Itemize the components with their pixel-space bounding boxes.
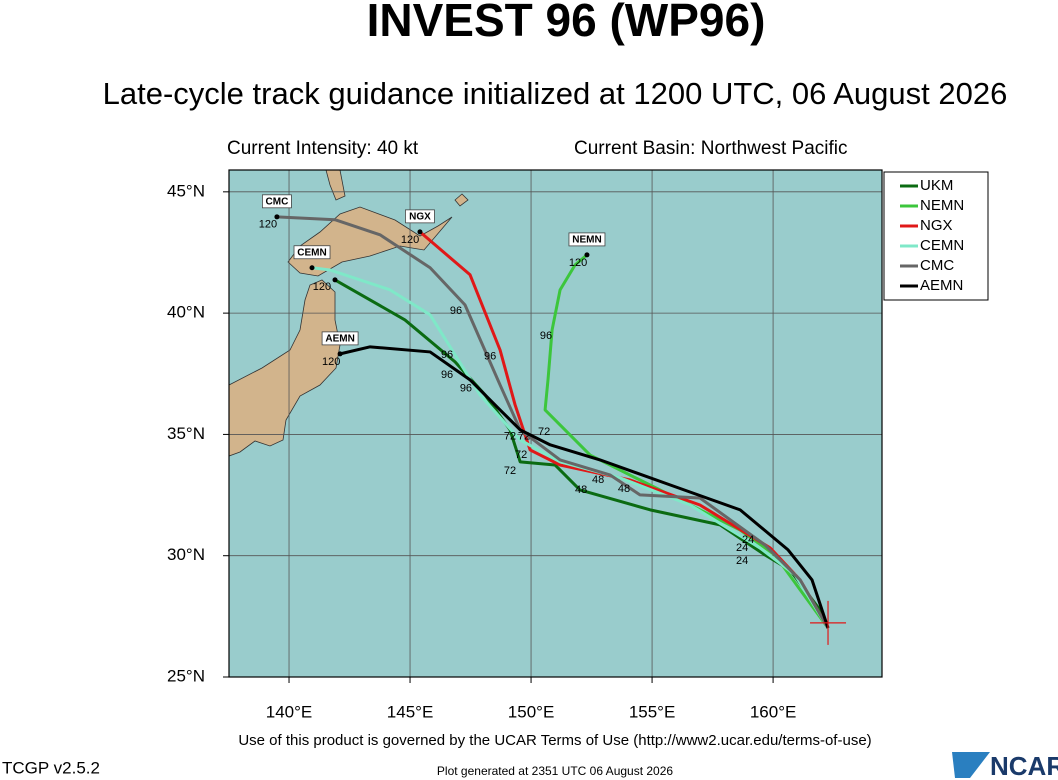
basin: Current Basin: Northwest Pacific bbox=[574, 138, 848, 159]
model-box-frame bbox=[262, 194, 292, 209]
model-box-frame bbox=[568, 232, 606, 247]
model-box: NEMN bbox=[568, 232, 606, 247]
x-tick-label: 155°E bbox=[629, 702, 676, 721]
legend-label: NEMN bbox=[920, 197, 964, 214]
chart-title: INVEST 96 (WP96) bbox=[367, 0, 766, 46]
plot-area: NEMN NGX CEMN CMC AEMN 120 120 120 120 120 96 96 96 9… bbox=[229, 170, 882, 678]
y-tick-label: 25°N bbox=[167, 666, 205, 685]
model-box-frame bbox=[405, 209, 435, 224]
model-box: CEMN bbox=[293, 245, 331, 260]
legend-label: CEMN bbox=[920, 237, 964, 254]
hour-label: 96 bbox=[540, 330, 552, 342]
y-tick-label: 30°N bbox=[167, 545, 205, 564]
legend-label: AEMN bbox=[920, 277, 963, 294]
y-tick-label: 35°N bbox=[167, 424, 205, 443]
x-tick-label: 145°E bbox=[387, 702, 434, 721]
hour-label: 96 bbox=[460, 383, 472, 395]
chart-subtitle: Late-cycle track guidance initialized at… bbox=[103, 76, 1008, 111]
model-box-label: NGX bbox=[409, 211, 431, 222]
model-box-frame bbox=[321, 331, 359, 346]
logo: NCAR bbox=[952, 751, 1058, 780]
hour-label: 96 bbox=[484, 351, 496, 363]
plot-frame bbox=[228, 169, 883, 678]
hour-label: 120 bbox=[259, 219, 277, 231]
model-box-label: CEMN bbox=[297, 247, 326, 258]
track bbox=[311, 266, 830, 629]
track bbox=[276, 215, 830, 629]
hour-label: 48 bbox=[592, 474, 604, 486]
hour-label: 72 bbox=[504, 431, 516, 443]
hour-label: 48 bbox=[618, 483, 630, 495]
hour-label: 96 bbox=[450, 305, 462, 317]
hour-label: 72 bbox=[515, 449, 527, 461]
track-end bbox=[417, 229, 423, 235]
generated: Plot generated at 2351 UTC 06 August 202… bbox=[437, 764, 673, 778]
hour-label: 120 bbox=[569, 257, 587, 269]
model-box-frame bbox=[293, 245, 331, 260]
model-box: CMC bbox=[262, 194, 292, 209]
legend: UKM NEMN NGX CEMN CMC AEMN bbox=[883, 171, 989, 301]
logo-mark bbox=[952, 752, 990, 778]
hour-label: 24 bbox=[736, 542, 748, 554]
terms: Use of this product is governed by the U… bbox=[238, 732, 871, 749]
hour-label: 120 bbox=[322, 356, 340, 368]
track-end bbox=[309, 265, 315, 271]
x-tick-label: 160°E bbox=[750, 702, 797, 721]
hour-label: 120 bbox=[313, 281, 331, 293]
hour-label: 72 bbox=[538, 426, 550, 438]
hour-label: 96 bbox=[441, 369, 453, 381]
model-box-label: AEMN bbox=[325, 334, 354, 345]
track-end bbox=[584, 252, 590, 258]
track-end bbox=[337, 351, 343, 357]
y-tick-label: 40°N bbox=[167, 303, 205, 322]
y-tick-label: 45°N bbox=[167, 181, 205, 200]
model-box: NGX bbox=[405, 209, 435, 224]
hour-label: 24 bbox=[736, 555, 748, 567]
version: TCGP v2.5.2 bbox=[2, 758, 100, 777]
x-tick-label: 150°E bbox=[508, 702, 555, 721]
hour-label: 96 bbox=[441, 349, 453, 361]
model-box: AEMN bbox=[321, 331, 359, 346]
track-end bbox=[332, 277, 338, 283]
model-box-label: NEMN bbox=[572, 235, 601, 246]
intensity: Current Intensity: 40 kt bbox=[227, 138, 419, 159]
hour-label: 72 bbox=[518, 431, 530, 443]
legend-label: UKM bbox=[920, 177, 953, 194]
model-box-label: CMC bbox=[266, 196, 289, 207]
legend-label: CMC bbox=[920, 257, 954, 274]
hour-label: 48 bbox=[575, 484, 587, 496]
track-end bbox=[274, 214, 280, 220]
hour-label: 24 bbox=[742, 534, 754, 546]
legend-label: NGX bbox=[920, 217, 953, 234]
hour-label: 120 bbox=[401, 234, 419, 246]
x-tick-label: 140°E bbox=[266, 702, 313, 721]
hour-label: 72 bbox=[504, 465, 516, 477]
track bbox=[339, 345, 830, 629]
logo-text: NCAR bbox=[990, 751, 1058, 780]
legend-frame bbox=[883, 171, 989, 301]
